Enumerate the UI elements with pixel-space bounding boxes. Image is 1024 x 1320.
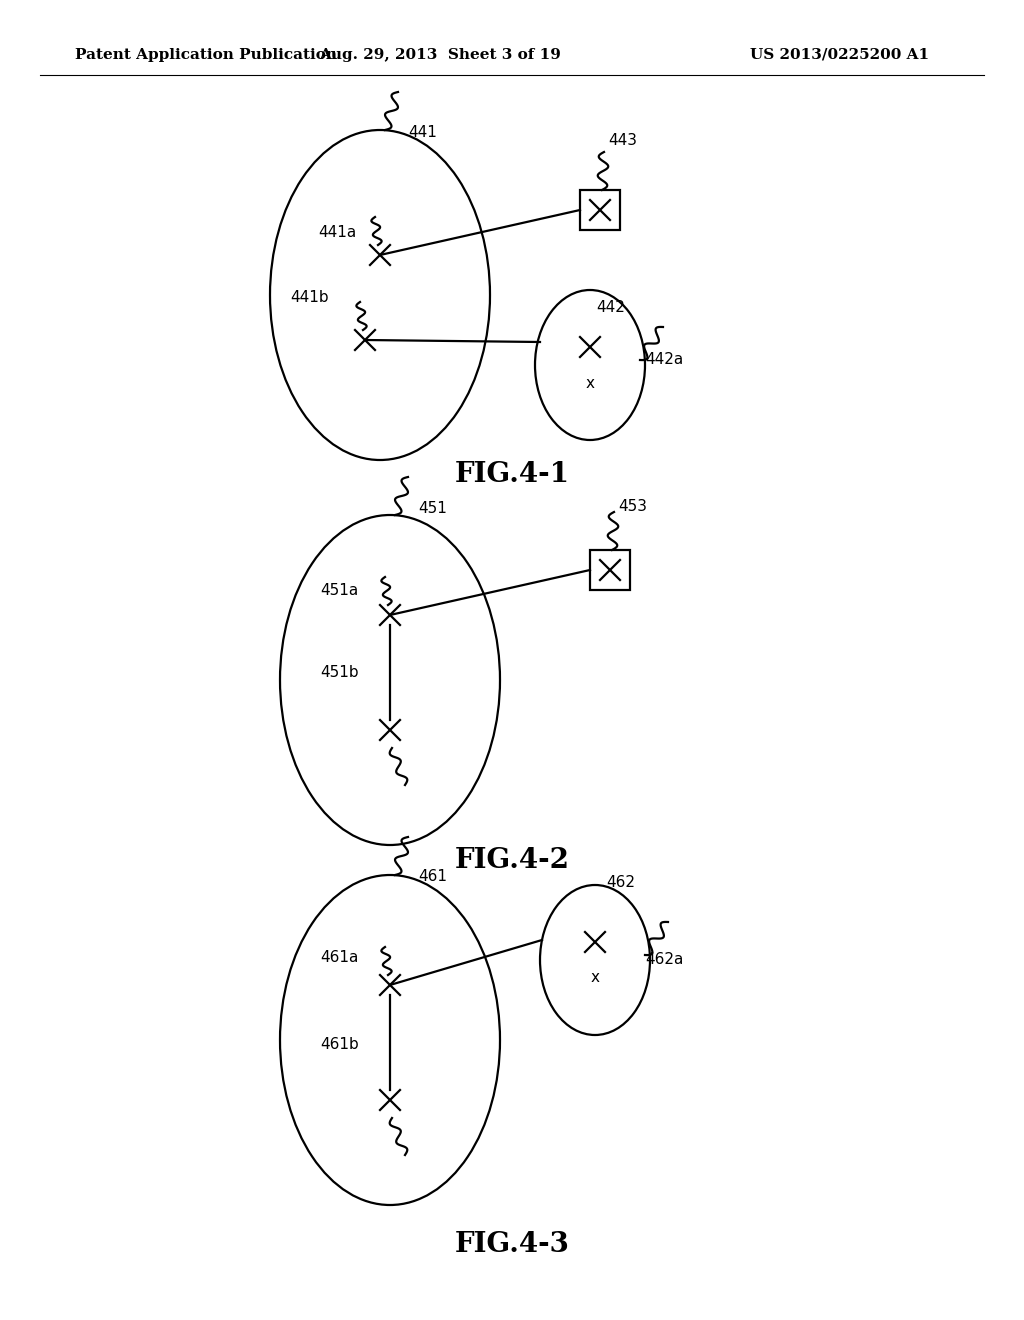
Text: 461: 461	[418, 869, 447, 884]
Bar	[580, 190, 620, 230]
Bar	[590, 550, 630, 590]
Text: 442a: 442a	[645, 352, 683, 367]
Text: x: x	[591, 970, 599, 986]
Text: 462: 462	[606, 875, 635, 890]
Text: 441: 441	[408, 125, 437, 140]
Text: FIG.4-2: FIG.4-2	[455, 846, 569, 874]
Text: 453: 453	[618, 499, 647, 513]
Text: 441a: 441a	[318, 224, 356, 240]
Text: 451b: 451b	[319, 665, 358, 680]
Text: Patent Application Publication: Patent Application Publication	[75, 48, 337, 62]
Text: FIG.4-1: FIG.4-1	[455, 462, 569, 488]
Text: x: x	[586, 375, 595, 391]
Text: Aug. 29, 2013  Sheet 3 of 19: Aug. 29, 2013 Sheet 3 of 19	[319, 48, 561, 62]
Text: 461b: 461b	[319, 1038, 358, 1052]
Text: 451a: 451a	[319, 583, 358, 598]
Text: 462a: 462a	[645, 953, 683, 968]
Text: 451: 451	[418, 502, 446, 516]
Text: 461a: 461a	[319, 950, 358, 965]
Text: 442: 442	[596, 300, 625, 315]
Text: US 2013/0225200 A1: US 2013/0225200 A1	[750, 48, 929, 62]
Text: FIG.4-3: FIG.4-3	[455, 1232, 569, 1258]
Text: 443: 443	[608, 133, 637, 148]
Text: 441b: 441b	[290, 290, 329, 305]
